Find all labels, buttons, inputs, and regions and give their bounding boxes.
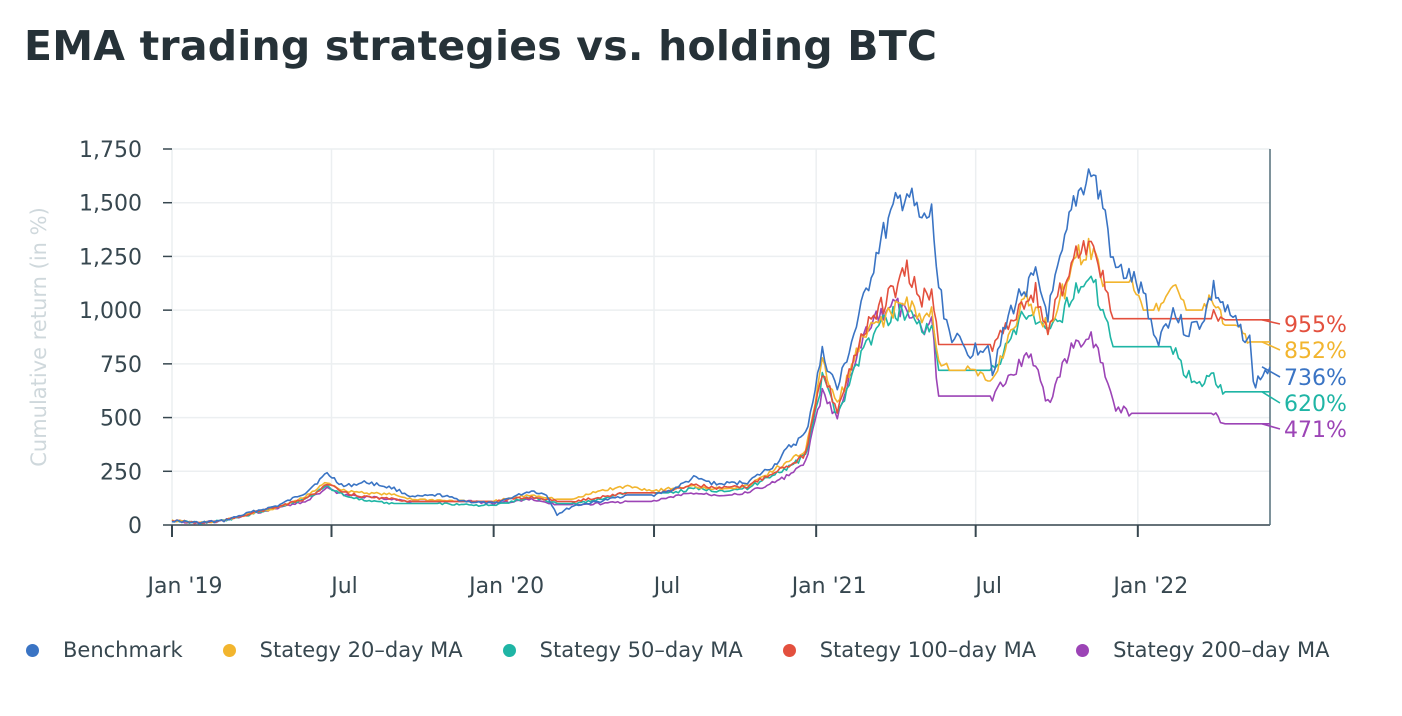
x-tick-label: Jan '22 (1111, 574, 1188, 599)
end-label-connector (1261, 341, 1281, 351)
legend-label: Stategy 50–day MA (539, 638, 743, 662)
end-labels: 736%852% 620% 955% 471% (1261, 313, 1347, 443)
y-tick-label: 500 (100, 407, 142, 432)
end-label-connector (1261, 391, 1281, 404)
legend-marker (782, 643, 796, 657)
y-tick-label: 0 (128, 514, 142, 539)
series-line (171, 168, 1271, 525)
legend-marker (1076, 643, 1090, 657)
end-label: 620% (1284, 392, 1347, 417)
legend-label: Stategy 20–day MA (259, 638, 463, 662)
chart-title: EMA trading strategies vs. holding BTC (24, 22, 938, 70)
y-tick-label: 250 (100, 460, 142, 485)
end-label-connector (1261, 319, 1281, 325)
end-label: 852% (1284, 339, 1347, 364)
legend-item[interactable]: Stategy 100–day MA (782, 638, 1037, 662)
end-label: 955% (1284, 313, 1347, 338)
x-tick-label: Jul (652, 574, 681, 599)
legend-label: Stategy 200–day MA (1113, 638, 1330, 662)
legend-item[interactable]: Stategy 50–day MA (502, 638, 743, 662)
y-tick-label: 1,500 (79, 192, 142, 217)
x-tick-label: Jan '20 (467, 574, 544, 599)
y-axis-title: Cumulative return (in %) (27, 207, 51, 467)
end-label: 736% (1284, 366, 1347, 391)
end-label-connector (1261, 366, 1281, 378)
legend-marker (26, 643, 39, 657)
legend-label: Stategy 100–day MA (819, 638, 1037, 662)
y-tick-label: 1,250 (79, 245, 142, 270)
series-line (171, 240, 1270, 525)
legend-item[interactable]: Stategy 200–day MA (1076, 638, 1329, 662)
series-line (171, 275, 1270, 525)
axes: 0 250 500 750 1,000 1,250 1,500 1,750 Jan '19 Jul… (79, 138, 1271, 599)
legend-marker (222, 643, 236, 657)
grid (171, 148, 1270, 526)
end-label-connector (1261, 423, 1281, 430)
legend-item[interactable]: Stategy 20–day MA (222, 638, 463, 662)
series-line (171, 237, 1270, 524)
y-tick-label: 1,750 (79, 138, 142, 163)
series-group (171, 168, 1271, 525)
end-label: 471% (1284, 418, 1347, 443)
legend-label: Benchmark (63, 638, 183, 662)
legend-marker (502, 643, 516, 657)
y-tick-label: 1,000 (79, 299, 142, 324)
y-tick-label: 750 (100, 353, 142, 378)
x-tick-label: Jul (973, 574, 1002, 599)
legend-item[interactable]: Benchmark (26, 638, 183, 662)
legend: Benchmark Stategy 20–day MA Stategy 50–day… (26, 638, 1369, 662)
series-line (171, 297, 1270, 525)
x-tick-label: Jul (329, 574, 358, 599)
x-tick-label: Jan '19 (146, 574, 223, 599)
x-tick-label: Jan '21 (790, 574, 867, 599)
